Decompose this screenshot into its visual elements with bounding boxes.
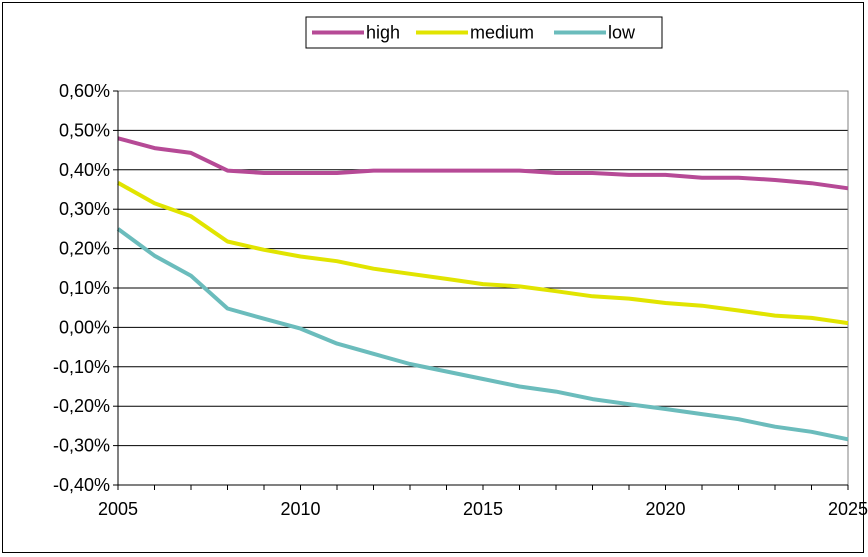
- y-tick-label: -0,20%: [53, 396, 110, 416]
- y-tick-label: -0,40%: [53, 475, 110, 495]
- y-tick-label: -0,10%: [53, 357, 110, 377]
- x-tick-label: 2025: [828, 499, 868, 519]
- y-tick-label: 0,40%: [59, 160, 110, 180]
- x-tick-label: 2005: [98, 499, 138, 519]
- x-axis: 2005 2010 2015 2020 2025: [98, 484, 868, 519]
- y-axis: -0,40% -0,30% -0,20% -0,10% 0,00% 0,10% 0,20% 0…: [53, 81, 119, 495]
- legend-label-high: high: [366, 23, 400, 43]
- series-line-medium: [117, 181, 849, 326]
- x-tick-label: 2010: [280, 499, 320, 519]
- legend: high medium low: [305, 16, 663, 49]
- y-tick-label: 0,30%: [59, 199, 110, 219]
- y-tick-label: 0,60%: [59, 81, 110, 101]
- x-tick-label: 2020: [645, 499, 685, 519]
- series-line-low: [116, 227, 849, 442]
- y-tick-label: 0,20%: [59, 239, 110, 259]
- gridlines: [118, 90, 848, 486]
- series-line-high: [117, 136, 849, 191]
- y-tick-label: 0,00%: [59, 317, 110, 337]
- y-tick-label: 0,10%: [59, 278, 110, 298]
- legend-label-medium: medium: [470, 23, 534, 43]
- y-tick-label: -0,30%: [53, 436, 110, 456]
- x-tick-label: 2015: [463, 499, 503, 519]
- legend-label-low: low: [608, 23, 636, 43]
- y-tick-label: 0,50%: [59, 120, 110, 140]
- series-lines: [116, 136, 849, 442]
